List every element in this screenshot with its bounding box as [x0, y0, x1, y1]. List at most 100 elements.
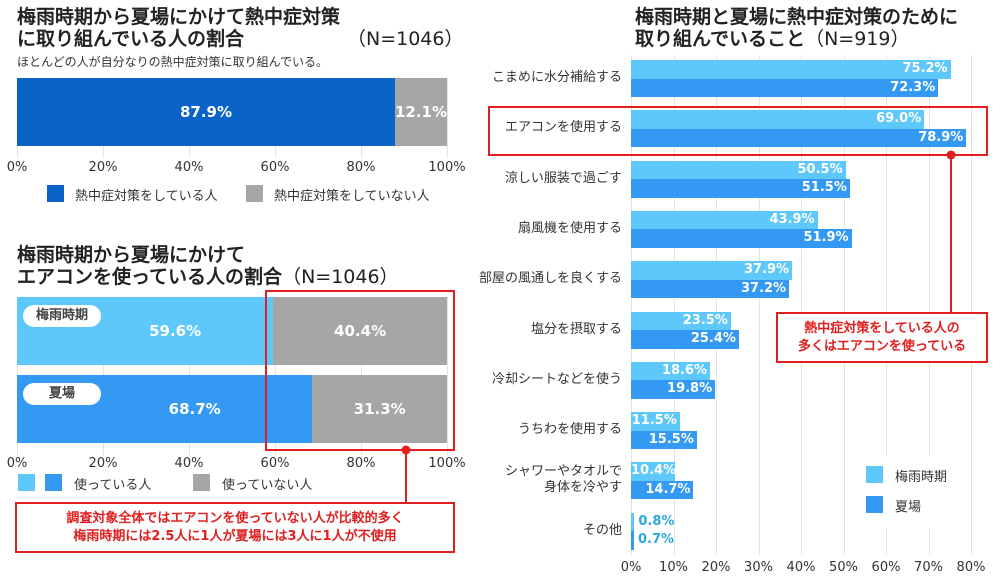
chart1-tick-label: 20%	[88, 160, 118, 175]
chart3-gridline	[886, 55, 887, 555]
chart3-category-label: 扇風機を使用する	[518, 221, 622, 237]
chart3-bar-rainy	[631, 210, 818, 230]
chart3-category-line: 扇風機を使用する	[517, 220, 622, 236]
chart1-tick-label: 80%	[346, 160, 376, 175]
legend-swatch-not-using	[193, 474, 210, 491]
chart3-gridline	[801, 55, 802, 555]
chart3-title-line2: 取り組んでいること	[635, 28, 806, 50]
chart2-gridline	[447, 297, 448, 455]
chart3-bar-label: 15.5%	[648, 431, 694, 447]
legend-label-not-doing: 熱中症対策をしていない人	[274, 189, 430, 204]
chart2-bar-label: 59.6%	[149, 322, 202, 340]
chart3-category-label: その他	[583, 523, 622, 539]
legend-swatch-not-doing	[246, 185, 263, 202]
chart1-bar-label: 87.9%	[179, 103, 232, 121]
chart3-tick-label: 80%	[956, 560, 986, 575]
callout-aircon-line1: 熱中症対策をしている人の	[804, 320, 960, 336]
chart2-tick-label: 100%	[428, 456, 466, 471]
chart3-category-label: シャワーやタオルで 身体を冷やす	[505, 464, 622, 496]
chart3-gridline	[758, 55, 760, 555]
chart3-category-label: 冷却シートなどを使う	[492, 372, 622, 388]
callout-not-using: 調査対象全体ではエアコンを使っていない人が比較的多く 梅雨時期には2.5人に1人…	[15, 502, 455, 553]
highlight-box-not-using	[265, 290, 455, 451]
chart3-bar-label: 19.8%	[667, 381, 713, 397]
chart3-bar-rainy	[631, 462, 676, 481]
chart3-category-label: うちわを使用する	[518, 422, 622, 438]
chart3-category-label: 涼しい服装で過ごす	[505, 171, 622, 187]
callout-line1: 調査対象全体ではエアコンを使っていない人が比較的多く	[66, 510, 404, 526]
chart1-tick-label: 60%	[260, 160, 290, 175]
highlight-box-aircon	[488, 106, 988, 156]
chart3-bar-label: 51.9%	[803, 230, 849, 246]
chart3-tick-label: 50%	[829, 560, 858, 575]
chart2-bar-label: 68.7%	[168, 400, 221, 418]
chart1-bar-doing: 87.9%	[17, 78, 395, 146]
chart3-bar-rainy	[631, 160, 846, 180]
chart3-tick-label: 70%	[914, 560, 943, 575]
legend-label-summer: 夏場	[895, 500, 922, 515]
chart2-title: 梅雨時期から夏場にかけて エアコンを使っている人の割合（N=1046）	[17, 244, 399, 288]
chart3-tick-label: 60%	[871, 560, 901, 575]
chart2-tick-label: 60%	[260, 456, 290, 471]
chart3-bar-label: 0.8%	[638, 513, 675, 529]
chart3-category-line: エアコンを使用する	[504, 120, 622, 136]
chart3-category-label: 部屋の風通しを良くする	[479, 271, 622, 287]
chart3-bar-summer	[631, 430, 697, 450]
chart3-title-line1: 梅雨時期と夏場に熱中症対策のために	[635, 6, 959, 28]
legend-label-rainy: 梅雨時期	[895, 470, 948, 485]
legend-swatch-doing	[47, 185, 64, 202]
chart3-category-line: こまめに水分補給する	[491, 70, 622, 85]
chart2-tick-label: 0%	[6, 456, 28, 471]
legend-swatch-rainy	[866, 466, 883, 483]
chart2-tick-label: 20%	[88, 456, 118, 471]
chart2-bar-not-using: 31.3%	[312, 375, 447, 443]
chart3-bar-summer	[631, 330, 739, 349]
chart3-category-line: シャワーやタオルで	[504, 464, 622, 480]
chart1-tick-label: 40%	[174, 160, 204, 175]
chart3-bar-rainy	[631, 361, 711, 381]
chart3-title: 梅雨時期と夏場に熱中症対策のために 取り組んでいること（N=919）	[635, 6, 958, 50]
chart1-bar-label: 12.1%	[394, 103, 447, 121]
callout-line2: 梅雨時期には2.5人に1人が夏場には3人に1人が不使用	[73, 528, 397, 544]
chart3-bar-label: 0.7%	[637, 532, 675, 548]
chart3-tick-label: 20%	[701, 560, 731, 575]
chart2-category-pill: 梅雨時期	[23, 305, 101, 327]
chart2-bar-label: 40.4%	[334, 322, 387, 340]
chart3-category-line: 塩分を摂取する	[530, 321, 622, 337]
callout-dot-aircon	[946, 150, 956, 160]
chart3-gridline	[928, 55, 930, 555]
chart3-category-label: 塩分を摂取する	[531, 322, 622, 338]
chart3-category-line: 冷却シートなどを使う	[491, 371, 622, 387]
callout-aircon-line2: 多くはエアコンを使っている	[797, 338, 967, 354]
chart3-bar-label: 37.9%	[743, 262, 790, 278]
chart1-gridline	[447, 78, 448, 158]
chart3-category-label: エアコンを使用する	[505, 120, 622, 136]
legend-label-doing: 熱中症対策をしている人	[75, 189, 218, 204]
chart3-bar-label: 14.7%	[645, 481, 691, 497]
chart1-subtitle: ほとんどの人が自分なりの熱中症対策に取り組んでいる。	[17, 55, 329, 69]
chart3-category-line: 身体を冷やす	[543, 480, 622, 496]
callout-dot	[401, 445, 411, 455]
chart3-tick-label: 30%	[744, 560, 773, 575]
chart3-bar-label: 23.5%	[682, 312, 728, 328]
chart3-gridline	[843, 55, 845, 555]
chart1-n-label: （N=1046）	[347, 28, 464, 50]
chart3-category-line: その他	[582, 522, 622, 538]
chart3-bar-rainy	[631, 512, 635, 532]
chart3-bar-label: 18.6%	[661, 362, 708, 378]
chart1-title: 梅雨時期から夏場にかけて熱中症対策に取り組んでいる人の割合 （N=1046）	[17, 6, 464, 50]
legend-swatch-using-summer	[45, 474, 62, 491]
chart3-bar-summer	[631, 128, 967, 148]
chart3-bar-summer	[631, 179, 850, 198]
chart2-title-line2: エアコンを使っている人の割合	[17, 266, 283, 288]
chart3-bar-label: 69.0%	[876, 111, 922, 127]
chart3-bar-label: 25.4%	[690, 331, 736, 346]
chart3-bar-rainy	[631, 60, 951, 79]
chart3-category-line: うちわを使用する	[517, 422, 622, 438]
callout-connector	[405, 450, 407, 503]
callout-connector-aircon	[950, 155, 952, 313]
chart3-tick-label: 0%	[620, 560, 642, 575]
chart3-bar-summer	[631, 78, 939, 97]
chart3-bar-rainy	[631, 261, 793, 280]
chart3-bar-summer	[631, 380, 716, 399]
